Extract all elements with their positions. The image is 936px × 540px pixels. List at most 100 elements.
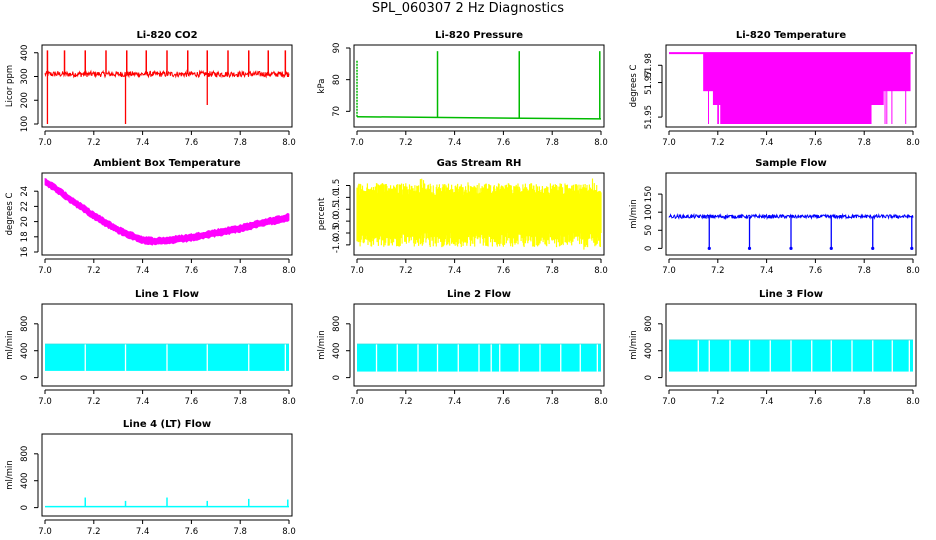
x-tick-label: 7.6: [809, 138, 823, 148]
x-tick-label: 7.2: [87, 266, 101, 276]
y-tick-label: 800: [20, 316, 30, 332]
x-tick-label: 7.0: [662, 397, 676, 407]
y-tick-label: 400: [644, 343, 654, 359]
x-tick-label: 7.6: [497, 138, 511, 148]
x-tick-label: 7.6: [185, 527, 199, 537]
y-axis-label: ml/min: [317, 330, 327, 360]
y-tick-label: 0: [20, 505, 30, 510]
x-tick-label: 7.2: [399, 138, 413, 148]
x-tick-label: 7.6: [185, 397, 199, 407]
data-layer: [669, 52, 913, 124]
plot-frame: [665, 44, 917, 128]
data-point: [829, 246, 833, 250]
x-tick-label: 7.6: [185, 138, 199, 148]
x-tick-label: 7.8: [545, 138, 559, 148]
x-tick-label: 7.6: [809, 397, 823, 407]
data-layer: [668, 212, 914, 250]
chart-panel: Line 1 Flow ml/min 7.0 7.2 7.4 7.6 7.8 8.0 0 400 8…: [5, 289, 296, 407]
y-tick-label: 400: [20, 45, 30, 61]
chart-panel: Gas Stream RH percent 7.0 7.2 7.4 7.6 7.8 8.0 -1…: [317, 158, 608, 276]
chart-title: Li-820 Pressure: [435, 30, 523, 41]
x-tick-label: 7.2: [87, 527, 101, 537]
x-tick-label: 8.0: [594, 138, 608, 148]
series-line: [356, 115, 602, 120]
y-tick-label: 400: [20, 473, 30, 489]
data-layer: [44, 50, 290, 124]
x-tick-label: 7.4: [760, 397, 774, 407]
x-tick-label: 7.2: [711, 138, 725, 148]
x-tick-label: 8.0: [594, 266, 608, 276]
y-axis-label: ml/min: [5, 330, 15, 360]
y-tick-label: 20: [20, 216, 30, 227]
y-tick-label: 150: [644, 186, 654, 202]
chart-title: Line 3 Flow: [759, 289, 823, 300]
data-layer: [357, 343, 601, 372]
x-tick-label: 7.8: [233, 138, 247, 148]
y-tick-label: 16: [20, 247, 30, 258]
x-tick-label: 7.2: [87, 397, 101, 407]
data-point: [910, 246, 914, 250]
x-tick-label: 8.0: [282, 266, 296, 276]
y-tick-label: 70: [332, 106, 342, 117]
y-tick-label: 18: [20, 231, 30, 242]
x-tick-label: 7.0: [662, 138, 676, 148]
x-tick-label: 7.4: [760, 266, 774, 276]
chart-panel: Line 4 (LT) Flow ml/min 7.0 7.2 7.4 7.6 7.8 8.0…: [5, 419, 296, 537]
x-tick-label: 7.4: [448, 397, 462, 407]
x-tick-label: 7.8: [233, 527, 247, 537]
x-tick-label: 7.6: [809, 266, 823, 276]
chart-title: Sample Flow: [755, 158, 827, 169]
x-tick-label: 7.2: [87, 138, 101, 148]
y-axis-label: percent: [317, 197, 327, 230]
y-axis-label: Licor ppm: [5, 65, 15, 107]
x-tick-label: 8.0: [906, 266, 920, 276]
plot-frame: [353, 44, 605, 128]
chart-title: Li-820 CO2: [136, 30, 197, 41]
x-tick-label: 7.0: [38, 138, 52, 148]
chart-panel: Li-820 Temperature degrees C 7.0 7.2 7.4 7.6 7…: [629, 30, 920, 148]
y-axis-label: kPa: [317, 79, 327, 94]
x-tick-label: 7.8: [233, 397, 247, 407]
x-tick-label: 7.2: [399, 266, 413, 276]
data-point: [707, 246, 711, 250]
data-point: [871, 246, 875, 250]
y-tick-label: 800: [332, 316, 342, 332]
y-axis-label: degrees C: [629, 65, 639, 108]
x-tick-label: 7.4: [448, 138, 462, 148]
y-axis-label: degrees C: [5, 193, 15, 236]
x-tick-label: 7.8: [857, 138, 871, 148]
y-tick-label: 24: [20, 186, 30, 197]
series-band: [356, 178, 602, 248]
plot-frame: [665, 303, 917, 387]
x-tick-label: 8.0: [906, 397, 920, 407]
y-tick-label: 0: [644, 375, 654, 380]
y-tick-label: 100: [644, 204, 654, 220]
y-axis-label: ml/min: [629, 330, 639, 360]
x-tick-label: 8.0: [594, 397, 608, 407]
plot-frame: [41, 303, 293, 387]
y-axis-label: ml/min: [629, 199, 639, 229]
plot-frame: [41, 44, 293, 128]
data-layer: [44, 177, 290, 246]
y-tick-label: 0.5: [332, 202, 342, 216]
y-tick-label: 90: [332, 43, 342, 54]
plot-frame: [353, 172, 605, 256]
chart-title: Ambient Box Temperature: [93, 158, 240, 169]
x-tick-label: 7.0: [38, 266, 52, 276]
chart-panel: Line 2 Flow ml/min 7.0 7.2 7.4 7.6 7.8 8.0 0 400 8…: [317, 289, 608, 407]
x-tick-label: 7.4: [136, 397, 150, 407]
y-tick-label: 22: [20, 201, 30, 212]
y-tick-label: 400: [20, 343, 30, 359]
data-layer: [356, 178, 602, 250]
y-tick-label: 1.0: [332, 191, 342, 205]
y-tick-label: -1.0: [332, 237, 342, 254]
y-tick-label: 51.95: [644, 105, 654, 129]
chart-panel: Li-820 Pressure kPa 7.0 7.2 7.4 7.6 7.8 8.0 70 80…: [317, 30, 608, 148]
x-tick-label: 7.6: [497, 266, 511, 276]
chart-title: Line 1 Flow: [135, 289, 199, 300]
data-point: [789, 246, 793, 250]
data-layer: [45, 343, 289, 371]
x-tick-label: 7.0: [38, 397, 52, 407]
x-tick-label: 7.4: [760, 138, 774, 148]
